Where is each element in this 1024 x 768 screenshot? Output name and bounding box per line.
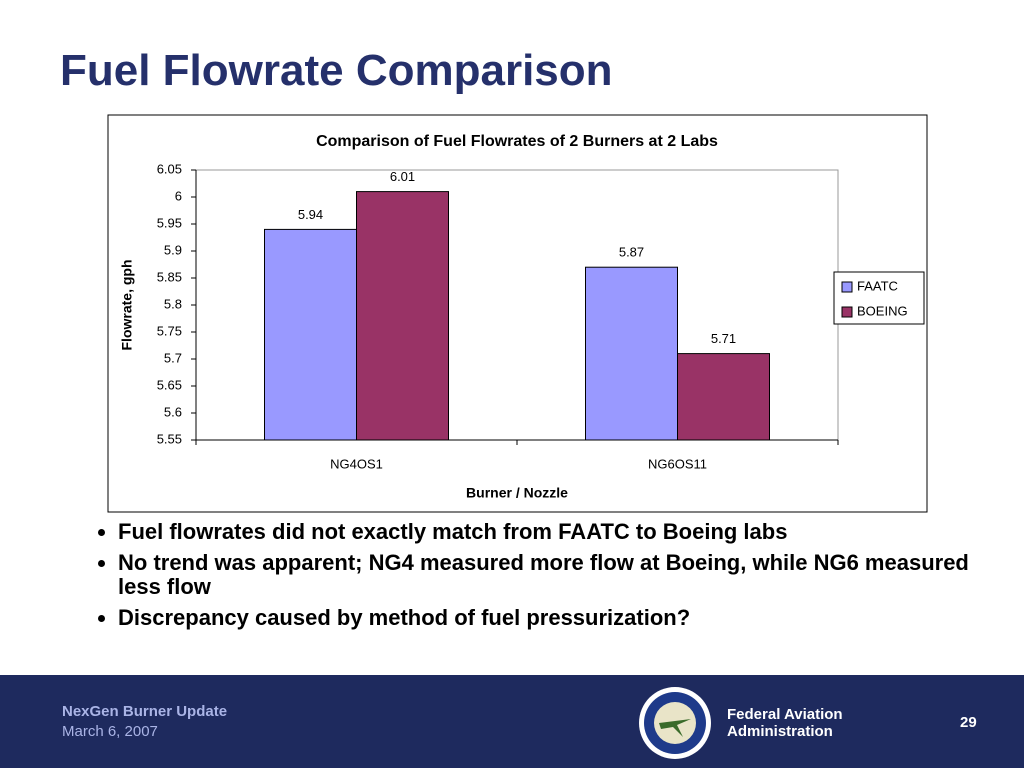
slide-title: Fuel Flowrate Comparison [60,46,613,95]
bullet: No trend was apparent; NG4 measured more… [118,551,978,599]
y-tick-label: 5.6 [164,404,182,419]
bullet-list: Fuel flowrates did not exactly match fro… [78,520,978,637]
y-axis-title: Flowrate, gph [119,260,135,351]
y-tick-label: 6 [175,188,182,203]
bullet: Fuel flowrates did not exactly match fro… [118,520,978,544]
data-label: 5.94 [298,207,323,222]
chart-frame [107,114,928,513]
date: March 6, 2007 [62,723,158,740]
agency-line: Federal Aviation [727,706,843,723]
y-tick-label: 6.05 [157,161,182,176]
agency: Federal Aviation Administration [727,706,843,740]
footer: NexGen Burner Update March 6, 2007 Feder… [0,675,1024,768]
y-tick-label: 5.55 [157,431,182,446]
bar [356,191,449,441]
bullet-text: No trend was apparent; NG4 measured more… [118,550,969,599]
faa-logo [639,687,711,759]
bar [264,228,357,441]
legend-swatch [841,281,853,293]
x-axis-title: Burner / Nozzle [466,485,568,501]
y-tick-label: 5.8 [164,296,182,311]
legend-label: FAATC [857,278,898,293]
y-tick-label: 5.75 [157,323,182,338]
legend-swatch [841,306,853,318]
chart: Comparison of Fuel Flowrates of 2 Burner… [107,114,928,513]
data-label: 5.87 [619,245,644,260]
bullet-text: Fuel flowrates did not exactly match fro… [118,519,788,544]
legend-label: BOEING [857,303,908,318]
y-tick-label: 5.85 [157,269,182,284]
y-tick-label: 5.7 [164,350,182,365]
logo-emblem [659,719,691,737]
data-label: 6.01 [390,169,415,184]
bullet: Discrepancy caused by method of fuel pre… [118,606,978,630]
x-tick-label: NG4OS1 [330,456,383,471]
y-tick-label: 5.65 [157,377,182,392]
x-tick-label: NG6OS11 [648,456,707,471]
bar [677,353,770,441]
plot-border [196,169,839,440]
y-tick-label: 5.95 [157,215,182,230]
bar [585,266,678,441]
bullet-text: Discrepancy caused by method of fuel pre… [118,605,691,630]
agency-line: Administration [727,723,833,740]
data-label: 5.71 [711,331,736,346]
page-number: 29 [960,714,977,731]
y-tick-label: 5.9 [164,242,182,257]
chart-title: Comparison of Fuel Flowrates of 2 Burner… [316,133,718,150]
presentation-name: NexGen Burner Update [62,703,228,720]
